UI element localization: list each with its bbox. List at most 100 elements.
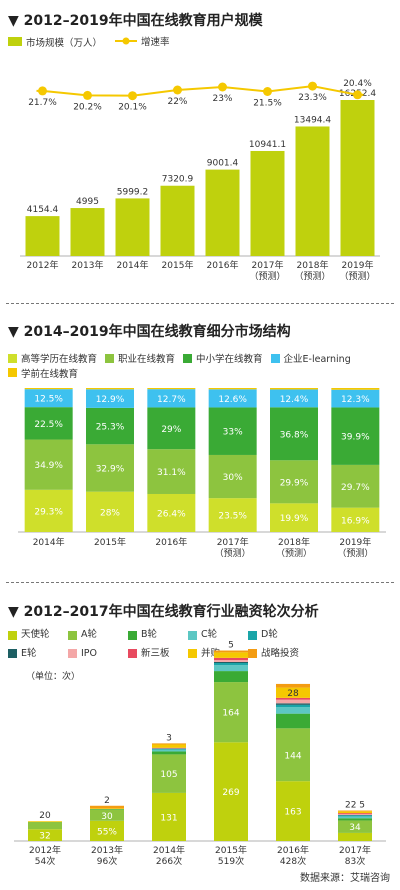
segment-label: 164 (222, 709, 239, 719)
x-tick-label: 2015年 (162, 259, 194, 271)
bar-top-label: 2 (104, 796, 110, 806)
legend-label: 市场规模（万人） (26, 37, 103, 49)
segment-并购 (152, 744, 186, 748)
segment-天使轮 (152, 792, 186, 841)
growth-rate-label: 21.5% (253, 99, 282, 109)
bar-top-label: 22 5 (345, 801, 365, 811)
segment-label: 55% (97, 827, 117, 837)
segment-label: 19.9% (280, 514, 309, 524)
segment-企业E-learning (147, 389, 196, 408)
segment-label: 12.3% (341, 395, 370, 405)
segment-E轮 (214, 661, 248, 664)
segment-label: 29.9% (280, 478, 309, 488)
bar-value-label: 7320.9 (162, 175, 194, 185)
x-tick-label: （预测） (215, 548, 251, 559)
x-tick-label: 2019年 (342, 259, 374, 271)
bar-value-label: 13494.4 (294, 115, 331, 125)
segment-职业在线教育 (270, 460, 318, 504)
segment-新三板 (338, 813, 372, 815)
legend-swatch (68, 649, 77, 658)
x-tick-label: （预测） (249, 271, 285, 282)
legend-item: 企业E-learning (270, 351, 351, 365)
segment-中小学在线教育 (331, 407, 380, 465)
segment-label: 32.9% (96, 464, 125, 474)
segment-label: 31.1% (157, 468, 186, 478)
x-tick-label: （预测） (337, 548, 373, 559)
chart2-title: ▼ 2014–2019年中国在线教育细分市场结构 (8, 324, 291, 340)
segment-B轮 (90, 809, 124, 810)
segment-C轮 (338, 816, 372, 819)
segment-职业在线教育 (24, 439, 73, 490)
legend-swatch (68, 630, 77, 640)
bar-market-scale (250, 150, 285, 256)
growth-rate-label: 23.3% (298, 93, 327, 103)
segment-战略投资 (338, 810, 372, 812)
segment-label: 26.4% (157, 509, 186, 519)
segment-B轮 (214, 671, 248, 683)
legend-label: 增速率 (141, 37, 170, 48)
x-tick-label: 83次 (345, 855, 365, 867)
bar-market-scale (295, 126, 330, 256)
growth-rate-point (128, 91, 137, 101)
x-tick-label: 2018年 (278, 536, 310, 548)
segment-IPO (338, 814, 372, 815)
segment-高等学历在线教育 (24, 489, 73, 532)
segment-label: 29.3% (34, 507, 63, 517)
growth-rate-point (173, 85, 182, 95)
legend-label: IPO (81, 647, 98, 659)
bar-top-label: 5 (228, 641, 234, 651)
segment-学前在线教育 (270, 388, 318, 390)
growth-rate-point (83, 90, 92, 100)
x-tick-label: 2015年 (94, 536, 126, 548)
x-tick-label: 2013年 (91, 844, 123, 856)
chart-financing-rounds: ▼ 2012–2017年中国在线教育行业融资轮次分析 天使轮 A轮 B轮 C轮 D轮 E轮… (0, 585, 400, 890)
segment-C轮 (276, 707, 310, 714)
segment-A轮 (276, 728, 310, 782)
segment-企业E-learning (208, 389, 257, 408)
segment-label: 30% (223, 473, 243, 483)
divider-1 (6, 303, 394, 304)
legend-item: 高等学历在线教育 (8, 351, 97, 365)
legend-label: 职业在线教育 (118, 354, 176, 365)
x-tick-label: 2016年 (277, 844, 309, 856)
segment-高等学历在线教育 (86, 491, 134, 532)
legend-label: 高等学历在线教育 (21, 354, 98, 365)
segment-label: 12.6% (218, 395, 247, 405)
x-tick-label: 2014年 (117, 259, 149, 271)
x-tick-label: 2014年 (153, 844, 185, 856)
segment-中小学在线教育 (24, 407, 73, 440)
segment-战略投资 (90, 805, 124, 809)
bar-market-scale (25, 216, 60, 256)
x-tick-label: 2012年 (27, 259, 59, 271)
x-tick-label: 2015年 (215, 844, 247, 856)
legend-label: E轮 (21, 647, 37, 659)
segment-C轮 (152, 749, 186, 752)
segment-企业E-learning (86, 389, 134, 408)
segment-label: 33% (223, 428, 243, 438)
segment-E轮 (276, 703, 310, 705)
divider-2 (6, 582, 394, 583)
bar-market-scale (115, 198, 150, 256)
chart2-legend: 高等学历在线教育 职业在线教育 中小学在线教育 企业E-learning 学前在线教育 (8, 351, 398, 380)
segment-label: 131 (160, 813, 177, 823)
segment-天使轮 (276, 781, 310, 841)
legend-item: C轮 (188, 628, 246, 642)
legend-item: IPO (68, 647, 126, 661)
segment-label: 23.5% (218, 512, 247, 522)
x-tick-label: 2016年 (155, 536, 187, 548)
legend-item: D轮 (248, 628, 306, 642)
growth-rate-line (36, 85, 364, 97)
chart-market-structure: ▼ 2014–2019年中国在线教育细分市场结构 高等学历在线教育 职业在线教育 中… (0, 305, 400, 585)
segment-战略投资 (214, 650, 248, 653)
segment-职业在线教育 (208, 454, 257, 499)
bar-value-label: 4995 (76, 197, 99, 207)
segment-新三板 (214, 657, 248, 661)
legend-item: 学前在线教育 (8, 366, 78, 380)
legend-label: C轮 (201, 629, 218, 640)
segment-label: 105 (160, 770, 177, 780)
x-tick-label: 428次 (280, 855, 306, 867)
x-tick-label: 96次 (97, 855, 117, 867)
x-tick-label: （预测） (276, 548, 312, 559)
segment-label: 12.5% (34, 395, 63, 405)
segment-企业E-learning (270, 389, 318, 408)
